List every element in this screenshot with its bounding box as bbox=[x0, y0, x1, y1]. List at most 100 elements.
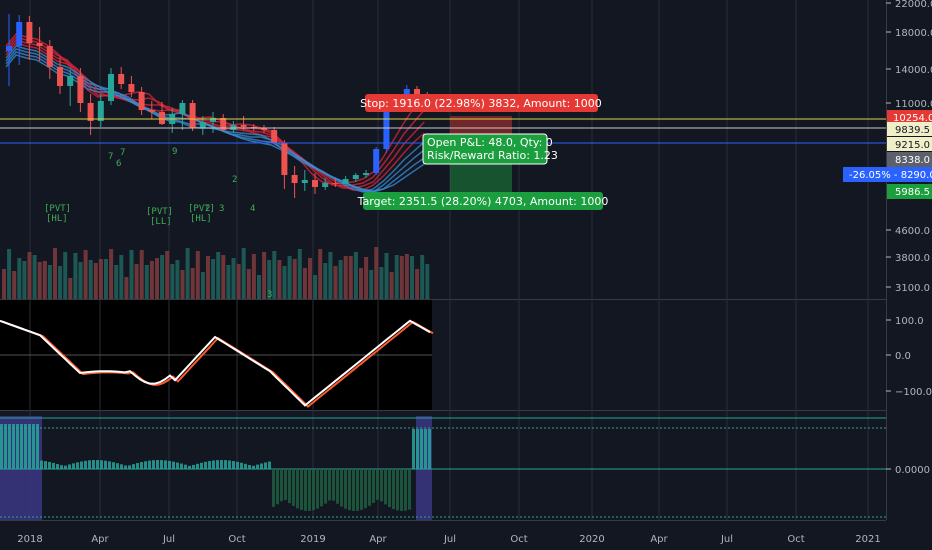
histogram-bar bbox=[136, 463, 139, 469]
pnl-text: Open P&L: 48.0, Qty: 0 bbox=[427, 136, 553, 149]
histogram-bar bbox=[336, 469, 339, 504]
histogram-bar bbox=[276, 469, 279, 505]
candle bbox=[312, 173, 318, 194]
histogram-bar bbox=[112, 462, 115, 469]
volume-bar bbox=[124, 277, 129, 299]
histogram-bar bbox=[220, 460, 223, 469]
volume-bar bbox=[129, 250, 134, 299]
histogram-bar bbox=[280, 469, 283, 502]
volume-bar bbox=[241, 248, 246, 299]
candle bbox=[26, 16, 33, 60]
candle bbox=[67, 70, 74, 106]
histogram-bar bbox=[400, 469, 403, 511]
histogram-bar bbox=[168, 460, 171, 469]
pivot-label: [PVT] [HL] bbox=[44, 204, 71, 224]
candle bbox=[97, 94, 104, 127]
volume-bar bbox=[175, 260, 180, 299]
volume-bar bbox=[37, 262, 42, 299]
candle-digit: 9 bbox=[172, 147, 177, 157]
time-tick: 2020 bbox=[579, 534, 604, 545]
histogram-bar bbox=[364, 469, 367, 509]
volume-bar bbox=[190, 268, 195, 299]
candle-body bbox=[240, 125, 247, 127]
histogram-bar bbox=[108, 461, 111, 469]
histogram-bar bbox=[224, 460, 227, 469]
histogram-bar bbox=[324, 469, 327, 504]
volume-bar bbox=[83, 250, 88, 299]
histogram-bar bbox=[212, 460, 215, 469]
histogram-bar bbox=[176, 462, 179, 469]
candle-body bbox=[97, 101, 104, 121]
volume-bar bbox=[369, 270, 374, 299]
candle-body bbox=[46, 46, 53, 67]
candle-digit: 4 bbox=[250, 204, 255, 214]
candle-body bbox=[301, 180, 308, 183]
target-label-text: Target: 2351.5 (28.20%) 4703, Amount: 10… bbox=[357, 195, 609, 208]
volume-bar bbox=[22, 261, 27, 299]
candle-body bbox=[87, 103, 94, 121]
histogram-bar bbox=[352, 469, 355, 511]
histogram-bar bbox=[332, 469, 335, 501]
volume-bar bbox=[226, 265, 231, 299]
histogram-bar bbox=[152, 460, 155, 469]
volume-bar bbox=[302, 268, 307, 299]
candle bbox=[383, 106, 390, 153]
histogram-bar bbox=[216, 460, 219, 469]
candle bbox=[6, 14, 12, 86]
histogram-bar bbox=[60, 465, 63, 469]
change-value: -26.05% - 8290.0 bbox=[849, 170, 932, 181]
pivot-label-line: [HL] bbox=[46, 214, 68, 224]
histogram-bar bbox=[24, 424, 27, 469]
stop-label[interactable]: Stop: 1916.0 (22.98%) 3832, Amount: 1000 bbox=[360, 94, 602, 112]
candle bbox=[36, 27, 43, 61]
histogram-bar bbox=[236, 461, 239, 469]
histogram-bar bbox=[292, 469, 295, 506]
histogram-bar bbox=[124, 465, 127, 469]
histogram-bar bbox=[404, 469, 407, 511]
price-tick: 14000.0 bbox=[895, 65, 932, 76]
histogram-bar bbox=[140, 462, 143, 469]
volume-bar bbox=[63, 252, 68, 299]
histogram-bar bbox=[0, 424, 3, 469]
volume-bar bbox=[98, 259, 103, 299]
volume-bar bbox=[139, 250, 144, 299]
pnl-label[interactable]: Open P&L: 48.0, Qty: 0 Risk/Reward Ratio… bbox=[422, 133, 558, 165]
histogram-bar bbox=[128, 465, 131, 469]
volume-bar bbox=[109, 249, 114, 299]
volume-bar bbox=[420, 255, 425, 299]
price-axis[interactable]: 22000.0 18000.0 14000.0 11000.0 4600.0 3… bbox=[886, 0, 932, 294]
candles bbox=[6, 14, 431, 198]
histogram-bar bbox=[416, 429, 419, 469]
volume-bar bbox=[359, 268, 363, 299]
histogram-bar bbox=[244, 463, 247, 469]
time-axis[interactable]: 2018 Apr Jul Oct 2019 Apr Jul Oct 2020 A… bbox=[17, 534, 880, 545]
candle-body bbox=[291, 175, 298, 183]
volume-bar bbox=[251, 254, 256, 299]
volume-bar bbox=[348, 256, 353, 299]
histogram-bar bbox=[116, 463, 119, 469]
histogram-bar bbox=[356, 469, 359, 511]
pivot-label: [PVT] [HL] bbox=[188, 204, 215, 224]
candle-body bbox=[363, 173, 369, 175]
volume-bar bbox=[160, 255, 165, 299]
histogram-bar bbox=[204, 461, 207, 469]
volume-bar bbox=[78, 262, 83, 299]
volume-bar bbox=[328, 252, 333, 299]
volume-bar bbox=[2, 269, 6, 299]
candle bbox=[210, 112, 216, 133]
volume-bar bbox=[170, 264, 175, 299]
volume-bar bbox=[410, 256, 414, 299]
histogram-bar bbox=[340, 469, 343, 507]
histogram-bar bbox=[424, 429, 427, 469]
volume-bar bbox=[231, 258, 236, 299]
histogram-bar bbox=[256, 464, 259, 469]
histogram-bar bbox=[76, 462, 79, 469]
histogram-bar bbox=[184, 464, 187, 469]
time-tick: Jul bbox=[443, 534, 456, 545]
histogram-bar bbox=[308, 469, 311, 511]
target-label[interactable]: Target: 2351.5 (28.20%) 4703, Amount: 10… bbox=[357, 192, 609, 210]
entry-price-label: 9215.0 bbox=[887, 137, 932, 151]
candle bbox=[271, 127, 278, 143]
time-tick: Jul bbox=[720, 534, 733, 545]
